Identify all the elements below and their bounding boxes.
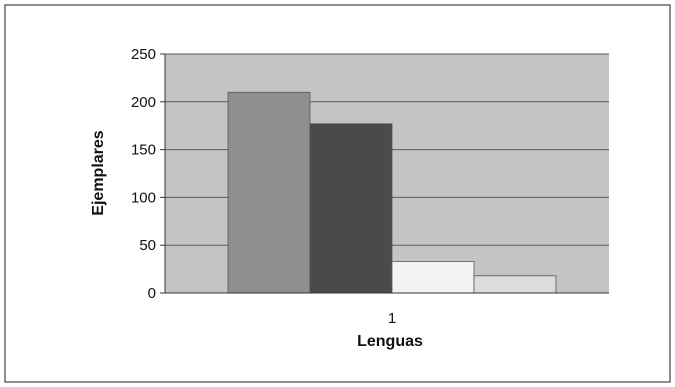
y-tick-label: 100 [131, 189, 156, 206]
x-axis-title: Lenguas [357, 333, 423, 350]
y-tick-labels: 0 50 100 150 200 250 [131, 46, 165, 302]
y-tick-label: 50 [139, 237, 156, 254]
x-tick-labels: 1 [388, 310, 396, 327]
y-tick-label: 200 [131, 94, 156, 111]
bar-series-1 [227, 91, 311, 294]
bar-series-3 [391, 261, 475, 294]
y-tick-label: 150 [131, 142, 156, 159]
y-tick-label: 0 [148, 285, 156, 302]
bars [227, 91, 557, 294]
y-tick-label: 250 [131, 46, 156, 63]
bar-series-4 [473, 275, 557, 294]
y-axis-title: Ejemplares [90, 130, 107, 215]
x-tick-label: 1 [388, 310, 396, 327]
bar-series-2 [309, 123, 393, 294]
